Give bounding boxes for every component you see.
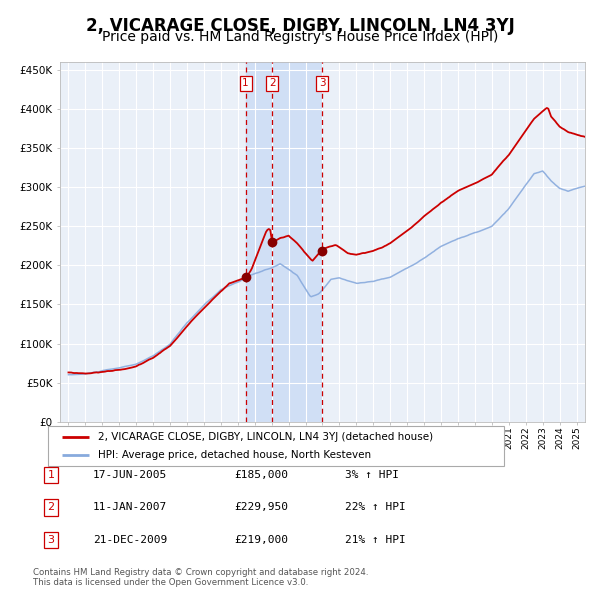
- Bar: [272, 62, 322, 422]
- Text: 1: 1: [242, 78, 249, 88]
- Text: HPI: Average price, detached house, North Kesteven: HPI: Average price, detached house, Nort…: [98, 450, 371, 460]
- Text: 11-JAN-2007: 11-JAN-2007: [93, 503, 167, 512]
- FancyBboxPatch shape: [48, 426, 504, 466]
- Text: 3% ↑ HPI: 3% ↑ HPI: [345, 470, 399, 480]
- Text: £219,000: £219,000: [234, 535, 288, 545]
- Text: 17-JUN-2005: 17-JUN-2005: [93, 470, 167, 480]
- Text: 22% ↑ HPI: 22% ↑ HPI: [345, 503, 406, 512]
- Text: Price paid vs. HM Land Registry's House Price Index (HPI): Price paid vs. HM Land Registry's House …: [102, 30, 498, 44]
- Text: 3: 3: [47, 535, 55, 545]
- Text: 1: 1: [47, 470, 55, 480]
- Text: 2: 2: [269, 78, 275, 88]
- Text: Contains HM Land Registry data © Crown copyright and database right 2024.
This d: Contains HM Land Registry data © Crown c…: [33, 568, 368, 587]
- Text: 21-DEC-2009: 21-DEC-2009: [93, 535, 167, 545]
- Text: £229,950: £229,950: [234, 503, 288, 512]
- Bar: [245, 62, 272, 422]
- Text: 2: 2: [47, 503, 55, 512]
- Text: 2, VICARAGE CLOSE, DIGBY, LINCOLN, LN4 3YJ: 2, VICARAGE CLOSE, DIGBY, LINCOLN, LN4 3…: [86, 17, 514, 35]
- Text: 3: 3: [319, 78, 325, 88]
- Text: 2, VICARAGE CLOSE, DIGBY, LINCOLN, LN4 3YJ (detached house): 2, VICARAGE CLOSE, DIGBY, LINCOLN, LN4 3…: [98, 432, 433, 442]
- Text: 21% ↑ HPI: 21% ↑ HPI: [345, 535, 406, 545]
- Text: £185,000: £185,000: [234, 470, 288, 480]
